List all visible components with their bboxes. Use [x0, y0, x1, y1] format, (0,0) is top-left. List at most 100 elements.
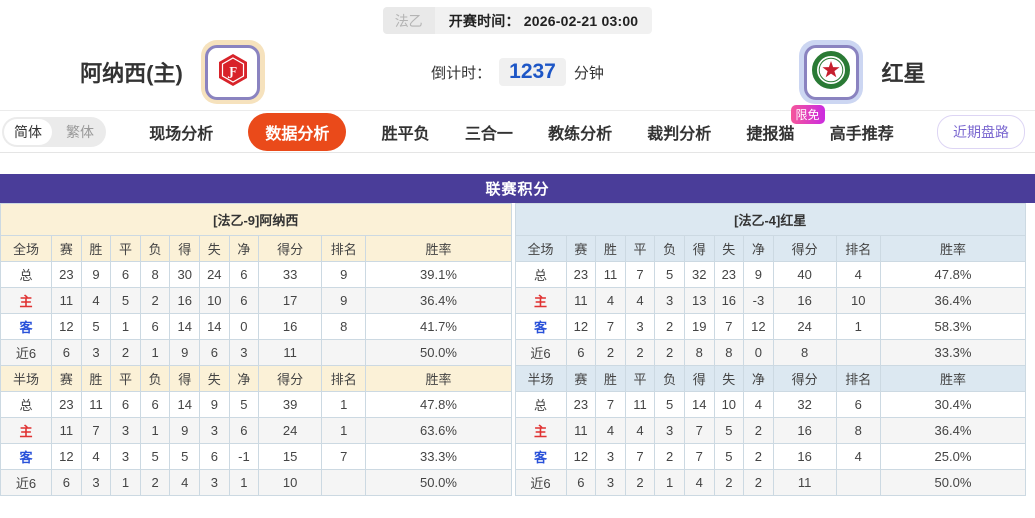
table-cell: 得: [683, 235, 715, 262]
table-cell: 9: [743, 261, 774, 288]
table-cell: 13: [683, 287, 715, 314]
table-cell: 32: [683, 261, 715, 288]
table-cell: [320, 339, 367, 366]
table-cell: 4: [80, 287, 112, 314]
table-cell: 3: [595, 469, 626, 496]
table-cell: 3: [110, 443, 141, 470]
table-cell: 16: [772, 417, 837, 444]
table-row: 客 12 3 7 2 7 5 2 16 4 25.0%: [514, 443, 1027, 470]
table-row: [法乙-9]阿纳西: [0, 203, 512, 236]
table-row: 客 12 4 3 5 5 6 -1 15 7 33.3%: [0, 443, 512, 470]
table-cell: 负: [139, 235, 171, 262]
table-cell: 失: [199, 365, 230, 392]
table-row: 近6 6 3 2 1 4 2 2 11 50.0%: [514, 469, 1027, 496]
table-cell: 3: [80, 469, 112, 496]
table-cell: 14: [683, 391, 715, 418]
table-cell: 赛: [565, 235, 597, 262]
table-cell: 5: [713, 417, 745, 444]
table-cell: 得分: [772, 365, 837, 392]
table-cell: 7: [683, 417, 715, 444]
table-cell: 失: [713, 235, 745, 262]
table-cell: 胜: [80, 235, 112, 262]
team-table-title: [法乙-4]红星: [514, 203, 1026, 236]
table-cell: 23: [565, 391, 597, 418]
table-cell: 半场: [0, 365, 53, 392]
home-team: 阿纳西(主) Ƒ: [0, 40, 345, 104]
countdown-unit: 分钟: [573, 64, 604, 82]
table-cell: 36.4%: [879, 287, 1027, 314]
table-cell: 净: [743, 365, 774, 392]
table-cell: 1: [320, 417, 367, 444]
table-cell: 36.4%: [365, 287, 512, 314]
recent-odds-button[interactable]: 近期盘路: [937, 114, 1025, 149]
table-cell: 11: [595, 261, 626, 288]
table-cell: 3: [199, 469, 230, 496]
lang-toggle-traditional[interactable]: 繁体: [66, 123, 94, 140]
table-cell: 8: [139, 261, 171, 288]
table-cell: 10: [258, 469, 322, 496]
table-cell: 胜率: [365, 365, 512, 392]
tab-expert-picks[interactable]: 高手推荐: [829, 125, 894, 143]
table-cell: [835, 469, 881, 496]
table-cell: 3: [595, 443, 626, 470]
table-cell: 3: [624, 313, 656, 340]
tab-three-in-one[interactable]: 三合一: [464, 125, 513, 143]
table-cell: 客: [0, 313, 53, 340]
table-cell: 9: [320, 261, 367, 288]
table-cell: 6: [565, 339, 597, 366]
table-cell: 58.3%: [879, 313, 1027, 340]
tab-win-draw-lose[interactable]: 胜平负: [381, 125, 430, 143]
table-cell: 10: [199, 287, 230, 314]
table-cell: 3: [110, 417, 141, 444]
countdown: 倒计时： 1237 分钟: [345, 58, 690, 86]
table-cell: 1: [835, 313, 881, 340]
table-cell: 0: [228, 313, 260, 340]
tab-live-analysis[interactable]: 现场分析: [149, 125, 214, 143]
table-cell: 3: [654, 417, 685, 444]
table-row: 总 23 7 11 5 14 10 4 32 6 30.4%: [514, 391, 1027, 418]
table-cell: 25.0%: [879, 443, 1027, 470]
table-cell: 19: [683, 313, 715, 340]
limited-free-badge: 限免: [790, 104, 825, 124]
table-cell: 30.4%: [879, 391, 1027, 418]
table-cell: 全场: [0, 235, 53, 262]
table-cell: 2: [110, 339, 141, 366]
table-cell: 得: [169, 365, 201, 392]
tab-jiebao-cat-label: 捷报猫: [746, 125, 795, 143]
table-cell: 7: [595, 313, 626, 340]
tab-referee-analysis[interactable]: 裁判分析: [647, 125, 712, 143]
table-cell: -1: [228, 443, 260, 470]
lang-toggle-simplified[interactable]: 简体: [4, 118, 52, 145]
table-row: 近6 6 2 2 2 8 8 0 8 33.3%: [514, 339, 1027, 366]
tab-data-analysis[interactable]: 数据分析: [248, 112, 347, 151]
table-cell: 33.3%: [365, 443, 512, 470]
table-cell: 7: [80, 417, 112, 444]
table-row: 近6 6 3 2 1 9 6 3 11 50.0%: [0, 339, 512, 366]
table-cell: 63.6%: [365, 417, 512, 444]
table-cell: 14: [199, 313, 230, 340]
nav-tabs: 现场分析 数据分析 胜平负 三合一 教练分析 裁判分析 捷报猫 限免 高手推荐: [114, 104, 929, 151]
table-cell: 胜率: [879, 365, 1027, 392]
table-cell: 4: [595, 417, 626, 444]
hexagon-crest-icon: Ƒ: [213, 50, 253, 95]
star-ring-crest-icon: [811, 50, 851, 95]
table-cell: 6: [51, 469, 82, 496]
table-cell: 15: [258, 443, 322, 470]
table-cell: 7: [595, 391, 626, 418]
table-cell: 失: [713, 365, 745, 392]
tab-coach-analysis[interactable]: 教练分析: [548, 125, 613, 143]
table-cell: 得: [683, 365, 715, 392]
table-cell: 客: [514, 313, 567, 340]
away-team-logo: [799, 40, 864, 104]
tab-jiebao-cat[interactable]: 捷报猫 限免: [746, 104, 825, 144]
lang-toggle[interactable]: 简体 繁体: [2, 116, 106, 147]
table-cell: 2: [624, 339, 656, 366]
table-row: 全场赛胜平负得失净得分 排名 胜率: [514, 235, 1027, 262]
table-cell: 半场: [514, 365, 567, 392]
table-cell: 12: [743, 313, 774, 340]
table-cell: 2: [654, 313, 685, 340]
table-cell: 1: [654, 469, 685, 496]
kickoff-datetime: 2026-02-21 03:00: [523, 12, 639, 29]
table-cell: 9: [169, 417, 201, 444]
table-cell: 3: [228, 339, 260, 366]
